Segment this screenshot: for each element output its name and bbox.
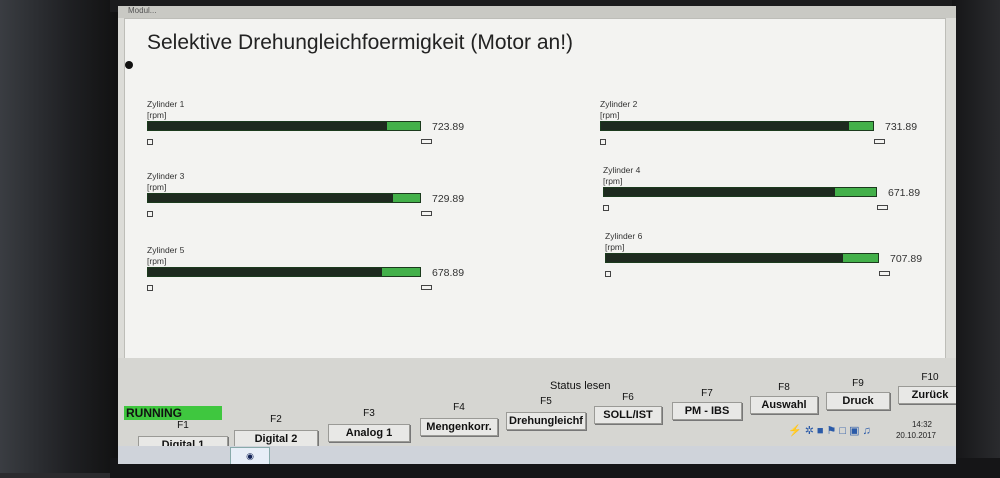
gauge-name: Zylinder 3 <box>147 171 185 181</box>
gauge-unit: [rpm] <box>603 176 623 186</box>
min-marker <box>603 205 609 211</box>
gauge-unit: [rpm] <box>147 182 167 192</box>
bullet-icon <box>125 61 133 69</box>
gauge-name: Zylinder 6 <box>605 231 643 241</box>
gauge-track <box>605 253 879 263</box>
gauge-cylinder-5: Zylinder 5 [rpm] 678.89 <box>147 245 464 335</box>
gauge-value: 671.89 <box>888 187 921 199</box>
laptop-bezel-right <box>952 0 1000 473</box>
fkey-number: F10 <box>921 372 939 383</box>
gauge-fill <box>148 194 393 202</box>
status-lesen-label: Status lesen <box>550 380 611 392</box>
mengenkorr-button[interactable]: Mengenkorr. <box>420 418 498 436</box>
min-marker <box>147 211 153 217</box>
gauge-track <box>147 121 421 131</box>
gauge-name: Zylinder 5 <box>147 245 185 255</box>
window-titlebar: Modul... <box>118 6 956 18</box>
page-title: Selektive Drehungleichfoermigkeit (Motor… <box>147 31 574 54</box>
running-indicator: RUNNING <box>124 406 222 420</box>
gauge-unit: [rpm] <box>147 256 167 266</box>
gauge-cylinder-3: Zylinder 3 [rpm] 729.89 <box>147 171 464 261</box>
drehungleichf-button[interactable]: Drehungleichf <box>506 412 586 430</box>
zurueck-button[interactable]: Zurück <box>898 386 956 404</box>
gauge-unit: [rpm] <box>600 110 620 120</box>
max-marker <box>421 211 432 216</box>
max-marker <box>874 139 885 144</box>
min-marker <box>147 285 153 291</box>
pm-ibs-button[interactable]: PM - IBS <box>672 402 742 420</box>
gauge-name: Zylinder 4 <box>603 165 641 175</box>
gauge-track <box>147 193 421 203</box>
gauge-value: 678.89 <box>432 267 465 279</box>
laptop-bezel-left <box>0 0 120 473</box>
min-marker <box>147 139 153 145</box>
gauge-fill <box>604 188 836 196</box>
gauge-cylinder-1: Zylinder 1 [rpm] 723.89 <box>147 99 464 189</box>
min-marker <box>605 271 611 277</box>
max-marker <box>421 139 432 144</box>
gauge-track <box>603 187 877 197</box>
function-key-bar: RUNNING Status lesen F1 Digital 1 F2 Dig… <box>118 358 956 464</box>
analog-1-button[interactable]: Analog 1 <box>328 424 410 442</box>
auswahl-button[interactable]: Auswahl <box>750 396 818 414</box>
gauge-name: Zylinder 2 <box>600 99 638 109</box>
gauge-track <box>600 121 874 131</box>
fkey-number: F2 <box>270 414 282 425</box>
gauge-unit: [rpm] <box>147 110 167 120</box>
taskbar: ◉ <box>118 446 956 464</box>
fkey-number: F9 <box>852 378 864 389</box>
gauge-unit: [rpm] <box>605 242 625 252</box>
fkey-number: F4 <box>453 402 465 413</box>
gauge-cylinder-2: Zylinder 2 [rpm] 731.89 <box>600 99 917 189</box>
gauge-cylinder-4: Zylinder 4 [rpm] 671.89 <box>603 165 920 255</box>
gauge-fill <box>601 122 849 130</box>
diagnostic-panel: Selektive Drehungleichfoermigkeit (Motor… <box>124 18 946 360</box>
clock-date: 20.10.2017 <box>895 431 936 440</box>
gauge-cylinder-6: Zylinder 6 [rpm] 707.89 <box>605 231 922 321</box>
bmw-app-icon[interactable]: ◉ <box>230 447 270 464</box>
max-marker <box>879 271 890 276</box>
gauge-name: Zylinder 1 <box>147 99 185 109</box>
soll-ist-button[interactable]: SOLL/IST <box>594 406 662 424</box>
gauge-fill <box>606 254 843 262</box>
min-marker <box>600 139 606 145</box>
max-marker <box>421 285 432 290</box>
gauge-fill <box>148 122 388 130</box>
gauge-value: 731.89 <box>885 121 918 133</box>
clock-time: 14:32 <box>911 420 932 429</box>
gauge-fill <box>148 268 382 276</box>
gauge-value: 707.89 <box>890 253 923 265</box>
fkey-number: F3 <box>363 408 375 419</box>
fkey-number: F1 <box>177 420 189 431</box>
gauge-value: 729.89 <box>432 193 465 205</box>
window-title: Modul... <box>128 6 157 15</box>
druck-button[interactable]: Druck <box>826 392 890 410</box>
fkey-number: F5 <box>540 396 552 407</box>
tray-icons[interactable]: ⚡✲■⚑□▣♫ <box>788 425 874 437</box>
max-marker <box>877 205 888 210</box>
fkey-number: F6 <box>622 392 634 403</box>
gauge-value: 723.89 <box>432 121 465 133</box>
screen: Modul... Selektive Drehungleichfoermigke… <box>118 6 956 464</box>
fkey-number: F8 <box>778 382 790 393</box>
fkey-number: F7 <box>701 388 713 399</box>
gauge-track <box>147 267 421 277</box>
system-tray: ⚡✲■⚑□▣♫ 14:32 20.10.2017 <box>784 418 956 444</box>
